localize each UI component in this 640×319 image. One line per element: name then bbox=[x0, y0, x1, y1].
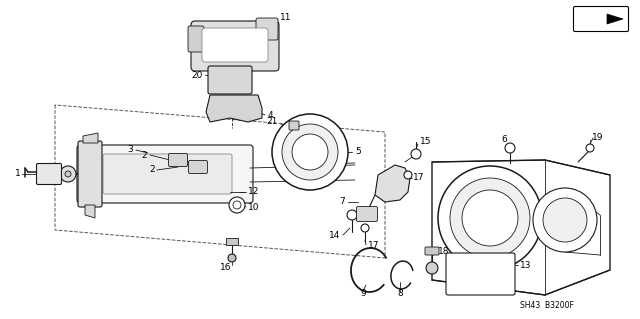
Circle shape bbox=[292, 134, 328, 170]
Text: 18: 18 bbox=[438, 248, 449, 256]
Polygon shape bbox=[375, 165, 410, 202]
FancyBboxPatch shape bbox=[168, 153, 188, 167]
FancyBboxPatch shape bbox=[191, 21, 279, 71]
FancyBboxPatch shape bbox=[189, 160, 207, 174]
Circle shape bbox=[586, 144, 594, 152]
Text: 9: 9 bbox=[360, 290, 366, 299]
Circle shape bbox=[450, 178, 530, 258]
Text: 12: 12 bbox=[248, 188, 259, 197]
FancyBboxPatch shape bbox=[77, 145, 253, 203]
Text: 4: 4 bbox=[268, 110, 274, 120]
Circle shape bbox=[426, 262, 438, 274]
Text: SH43  B3200F: SH43 B3200F bbox=[520, 300, 574, 309]
Text: 11: 11 bbox=[280, 13, 291, 23]
Text: 14: 14 bbox=[328, 231, 340, 240]
Circle shape bbox=[462, 190, 518, 246]
Text: 16: 16 bbox=[220, 263, 232, 272]
FancyBboxPatch shape bbox=[36, 164, 61, 184]
Circle shape bbox=[65, 171, 71, 177]
Circle shape bbox=[272, 114, 348, 190]
Text: 17: 17 bbox=[413, 174, 424, 182]
Text: 13: 13 bbox=[520, 261, 531, 270]
Circle shape bbox=[505, 143, 515, 153]
Text: FR.: FR. bbox=[583, 14, 601, 24]
FancyBboxPatch shape bbox=[78, 141, 102, 207]
Text: 20: 20 bbox=[191, 70, 203, 79]
Circle shape bbox=[404, 171, 412, 179]
FancyBboxPatch shape bbox=[103, 154, 232, 194]
Circle shape bbox=[411, 149, 421, 159]
Polygon shape bbox=[432, 160, 610, 295]
Text: 3: 3 bbox=[127, 145, 133, 154]
Circle shape bbox=[438, 166, 542, 270]
FancyBboxPatch shape bbox=[256, 18, 278, 40]
Polygon shape bbox=[83, 133, 98, 143]
FancyBboxPatch shape bbox=[425, 247, 439, 255]
Circle shape bbox=[228, 254, 236, 262]
Circle shape bbox=[361, 224, 369, 232]
FancyBboxPatch shape bbox=[188, 26, 204, 52]
Polygon shape bbox=[206, 95, 262, 122]
Circle shape bbox=[533, 188, 597, 252]
Text: 7: 7 bbox=[339, 197, 345, 206]
FancyBboxPatch shape bbox=[208, 66, 252, 94]
Text: 21: 21 bbox=[267, 117, 278, 127]
Text: 5: 5 bbox=[355, 147, 361, 157]
FancyBboxPatch shape bbox=[289, 121, 299, 130]
Text: 1: 1 bbox=[15, 169, 20, 179]
Circle shape bbox=[229, 197, 245, 213]
Text: 17: 17 bbox=[368, 241, 380, 249]
FancyBboxPatch shape bbox=[446, 253, 515, 295]
FancyBboxPatch shape bbox=[356, 206, 378, 221]
Bar bbox=[226, 238, 238, 245]
Text: 2: 2 bbox=[141, 151, 147, 160]
Circle shape bbox=[60, 166, 76, 182]
Polygon shape bbox=[85, 205, 95, 218]
Text: 19: 19 bbox=[592, 133, 604, 143]
Text: 15: 15 bbox=[420, 137, 431, 146]
FancyBboxPatch shape bbox=[202, 28, 268, 62]
Circle shape bbox=[282, 124, 338, 180]
Text: 6: 6 bbox=[501, 136, 507, 145]
Circle shape bbox=[347, 210, 357, 220]
FancyBboxPatch shape bbox=[573, 6, 628, 32]
Text: 2: 2 bbox=[149, 166, 155, 174]
Text: 10: 10 bbox=[248, 203, 259, 211]
Polygon shape bbox=[607, 14, 623, 24]
Circle shape bbox=[233, 201, 241, 209]
Text: 8: 8 bbox=[397, 290, 403, 299]
Circle shape bbox=[543, 198, 587, 242]
